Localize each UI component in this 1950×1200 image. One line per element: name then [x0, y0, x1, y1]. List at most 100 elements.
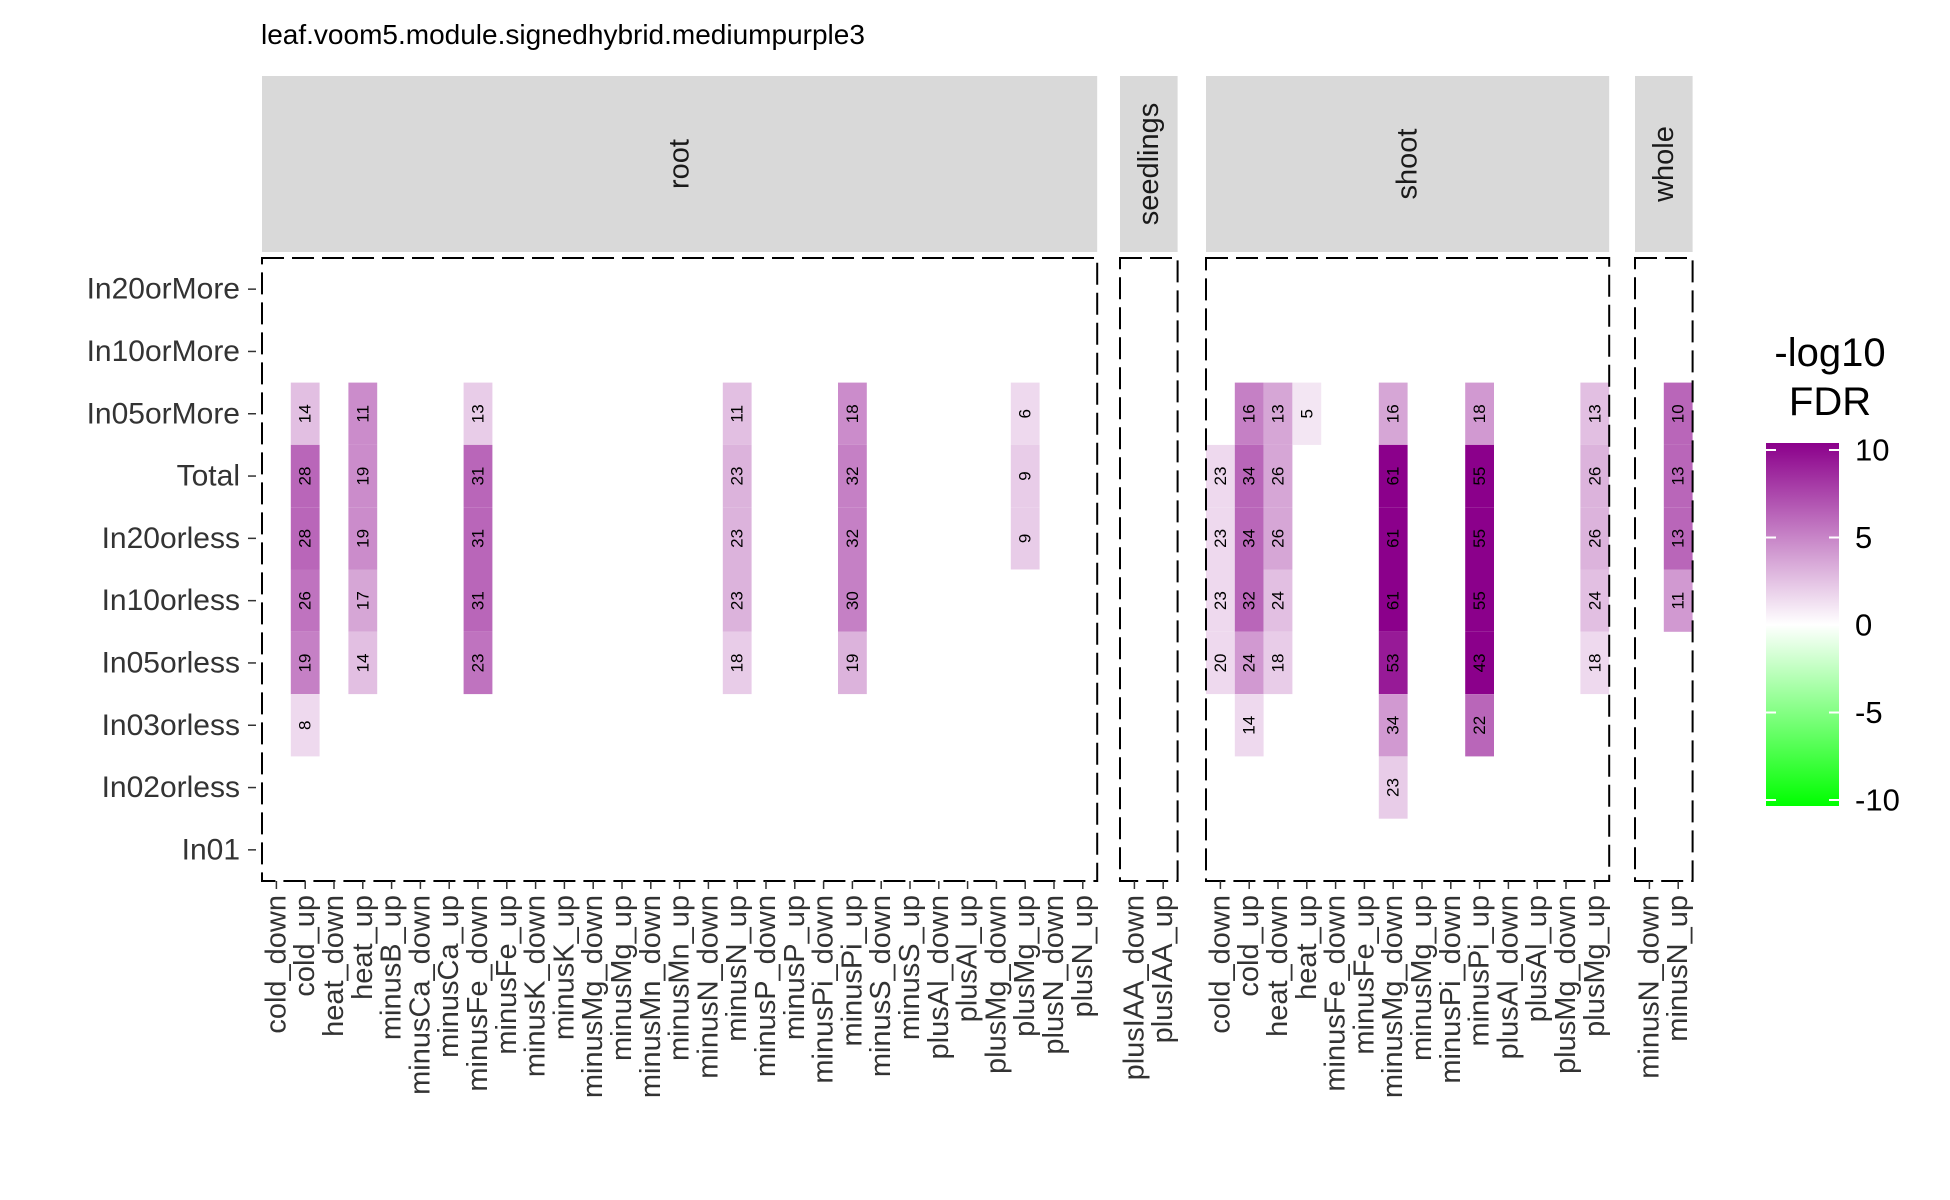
legend-colorbar	[1766, 443, 1839, 806]
heatmap-cell	[1663, 569, 1693, 632]
strip-label-seedlings: seedlings	[1133, 103, 1165, 226]
heatmap-cell	[1206, 444, 1235, 508]
cell-count-label: 13	[1269, 404, 1288, 423]
cell-count-label: 8	[296, 721, 315, 730]
cell-count-label: 23	[728, 467, 747, 486]
x-tick-label: plusMg_down	[980, 895, 1012, 1074]
x-tick-label: minusFe_down	[1320, 895, 1352, 1092]
y-tick-label: In20orless	[102, 522, 240, 555]
y-tick-label: In05orless	[102, 646, 240, 679]
y-axis-labels: In20orMore In10orMore In05orMore Total In20o…	[87, 273, 256, 866]
x-tick-label: minusN_up	[721, 895, 753, 1042]
panel-frame-shoot	[1205, 257, 1611, 882]
heatmap-cell	[1580, 631, 1610, 695]
x-tick-label: cold_up	[1233, 895, 1265, 997]
x-axis-labels: cold_downcold_upheat_downheat_upminusB_u…	[260, 881, 1694, 1098]
cell-count-label: 61	[1384, 591, 1403, 610]
facet-strips: root seedlings shoot whole	[262, 76, 1693, 252]
heatmap-cell	[1378, 631, 1408, 695]
cell-count-label: 26	[1585, 529, 1604, 548]
heatmap-cell	[1263, 507, 1293, 570]
legend-tick-label: -10	[1855, 783, 1900, 818]
x-tick-label: plusN_down	[1038, 895, 1070, 1055]
legend-title-line2: FDR	[1789, 380, 1871, 424]
y-tick-label: In10orMore	[87, 335, 240, 368]
cell-count-label: 19	[353, 529, 372, 548]
cell-count-label: 26	[1269, 529, 1288, 548]
cell-count-label: 19	[296, 653, 315, 672]
cell-count-label: 53	[1384, 653, 1403, 672]
x-tick-label: cold_down	[1204, 895, 1236, 1034]
x-tick-label: minusB_up	[376, 895, 408, 1040]
heatmap-cell	[1580, 444, 1610, 508]
x-tick-label: minusP_down	[750, 895, 782, 1077]
x-tick-label: minusS_up	[894, 895, 926, 1040]
cell-count-label: 31	[469, 591, 488, 610]
heatmap-cell	[1378, 694, 1408, 757]
heatmap-cell	[1206, 569, 1235, 632]
strip-label-whole: whole	[1648, 126, 1680, 203]
heatmap-cell	[1234, 507, 1264, 570]
strip-root	[262, 76, 1098, 252]
cell-count-label: 16	[1384, 404, 1403, 423]
x-tick-label: minusPi_down	[808, 895, 840, 1084]
x-tick-label: plusN_up	[1067, 895, 1099, 1018]
heatmap-cell	[1378, 569, 1408, 632]
x-tick-label: minusMg_up	[606, 895, 638, 1061]
y-tick-label: In10orless	[102, 584, 240, 617]
cell-count-label: 32	[843, 529, 862, 548]
x-tick-label: minusP_up	[779, 895, 811, 1040]
cell-count-label: 13	[469, 404, 488, 423]
heatmap-cell	[348, 444, 378, 508]
x-tick-label: plusAl_down	[1492, 895, 1524, 1059]
heatmap-cell	[290, 694, 320, 757]
x-tick-label: minusCa_down	[404, 895, 436, 1095]
heatmap-cell	[348, 507, 378, 570]
heatmap-cell	[1206, 631, 1235, 695]
legend-tick-label: 0	[1855, 608, 1872, 643]
panel-frame-seedlings	[1119, 257, 1179, 882]
x-tick-label: plusMg_down	[1550, 895, 1582, 1074]
x-tick-label: plusAl_up	[1521, 895, 1553, 1022]
heatmap-cell	[1465, 444, 1494, 508]
heatmap-cell	[722, 444, 752, 508]
x-tick-label: plusMg_up	[1009, 895, 1041, 1037]
heatmap-cell	[838, 569, 867, 632]
cell-count-label: 19	[353, 467, 372, 486]
heatmap-cell	[1663, 507, 1693, 570]
heatmap-cell	[1465, 569, 1494, 632]
heatmap-cell	[1263, 631, 1293, 695]
heatmap-cell	[1465, 507, 1494, 570]
cell-count-label: 5	[1297, 409, 1316, 418]
cell-count-label: 23	[1211, 529, 1230, 548]
cell-count-label: 11	[728, 405, 747, 423]
cell-count-label: 14	[353, 653, 372, 672]
panel-frame-root	[261, 257, 1099, 882]
heatmap-cell	[1378, 507, 1408, 570]
x-tick-label: minusPi_up	[1464, 895, 1496, 1047]
strip-whole	[1635, 76, 1693, 252]
legend-tick-label: 5	[1855, 520, 1872, 555]
cell-count-label: 24	[1585, 591, 1604, 610]
heatmap-cell	[1378, 444, 1408, 508]
cell-count-label: 23	[728, 591, 747, 610]
cell-count-label: 32	[843, 467, 862, 486]
x-tick-label: minusMn_down	[635, 895, 667, 1098]
heatmap-cell	[1465, 694, 1494, 757]
cell-count-label: 34	[1384, 716, 1403, 735]
cell-count-label: 34	[1240, 467, 1259, 486]
cell-count-label: 24	[1240, 653, 1259, 672]
cell-count-label: 13	[1585, 404, 1604, 423]
cell-count-label: 55	[1470, 591, 1489, 610]
y-tick-label: In03orless	[102, 709, 240, 742]
x-tick-label: minusK_down	[520, 895, 552, 1077]
strip-label-root: root	[664, 139, 696, 189]
x-tick-label: minusK_up	[548, 895, 580, 1040]
heatmap-cell	[463, 569, 493, 632]
heatmap-cell	[1263, 569, 1293, 632]
x-tick-label: minusN_down	[1633, 895, 1665, 1079]
strip-shoot	[1206, 76, 1610, 252]
y-tick-label: In20orMore	[87, 273, 240, 306]
cell-count-label: 19	[843, 653, 862, 672]
x-tick-label: minusMg_down	[1377, 895, 1409, 1098]
